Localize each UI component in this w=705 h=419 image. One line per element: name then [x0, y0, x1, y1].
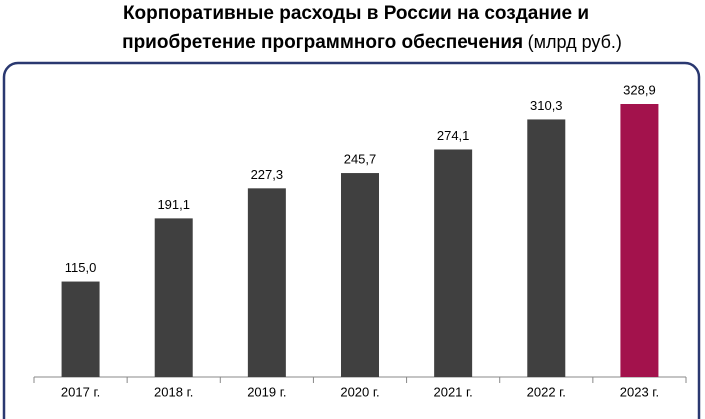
x-tick-label: 2018 г. [154, 384, 193, 399]
bar [247, 188, 286, 377]
bar [61, 281, 100, 377]
value-label: 227,3 [251, 167, 284, 182]
chart-title: Корпоративные расходы в России на создан… [123, 3, 589, 24]
bar [341, 173, 379, 377]
chart-title-line: приобретение программного обеспечения (м… [122, 32, 622, 53]
bar [434, 149, 473, 377]
value-label: 328,9 [623, 82, 656, 97]
x-tick-label: 2020 г. [340, 384, 379, 399]
value-label: 115,0 [65, 260, 97, 275]
value-label: 310,3 [530, 98, 563, 113]
x-tick-label: 2019 г. [247, 384, 286, 399]
x-tick-label: 2023 г. [620, 384, 659, 399]
bar [527, 119, 566, 378]
bar [620, 104, 659, 377]
chart-title: приобретение программного обеспечения [122, 32, 523, 53]
unit-label: (млрд руб.) [528, 32, 622, 52]
value-label: 191,1 [157, 197, 190, 212]
x-tick-label: 2017 г. [61, 384, 100, 399]
bar [154, 218, 193, 377]
value-label: 274,1 [437, 128, 470, 143]
value-label: 245,7 [344, 151, 377, 166]
x-tick-label: 2021 г. [433, 384, 472, 399]
x-tick-label: 2022 г. [527, 384, 566, 399]
